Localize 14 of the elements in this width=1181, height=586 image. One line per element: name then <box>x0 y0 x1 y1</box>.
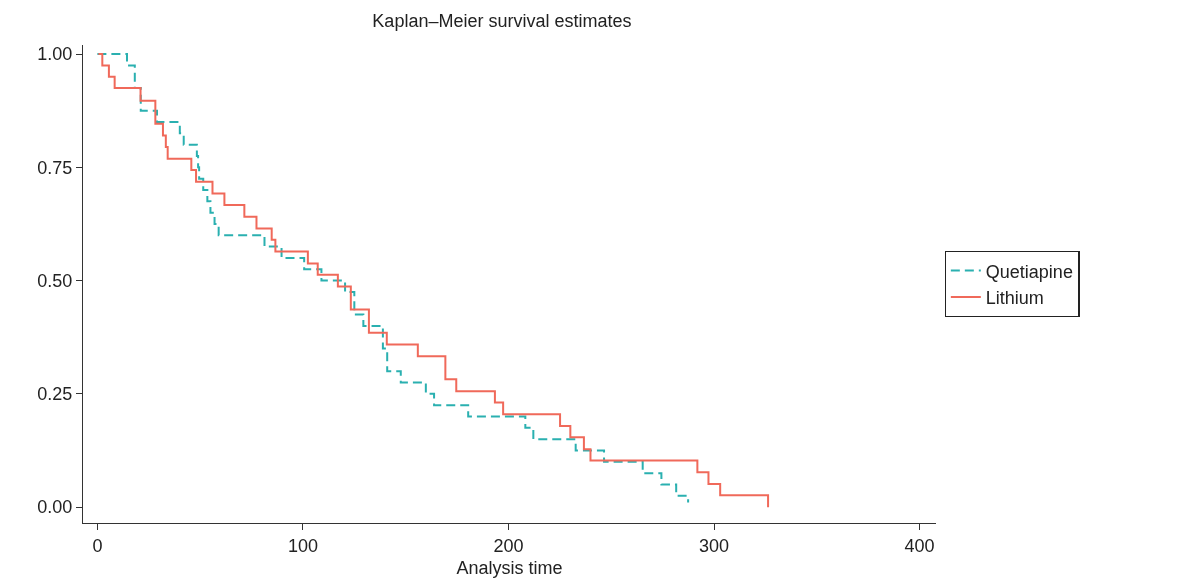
x-tick-label: 300 <box>698 535 730 556</box>
legend-label: Quetiapine <box>985 261 1073 282</box>
y-tick-label: 0.25 <box>37 384 73 405</box>
x-tick-label: 0 <box>92 535 103 556</box>
y-tick-label: 1.00 <box>37 44 73 65</box>
y-tick-label: 0.50 <box>37 270 73 291</box>
y-tick-label: 0.00 <box>37 497 73 518</box>
x-tick-label: 400 <box>904 535 935 556</box>
x-axis-title: Analysis time <box>456 557 563 578</box>
legend-label: Lithium <box>985 287 1044 308</box>
x-tick-label: 200 <box>493 535 524 556</box>
y-tick-label: 0.75 <box>37 157 73 178</box>
chart-title: Kaplan–Meier survival estimates <box>372 11 632 32</box>
x-tick-label: 100 <box>287 535 318 556</box>
